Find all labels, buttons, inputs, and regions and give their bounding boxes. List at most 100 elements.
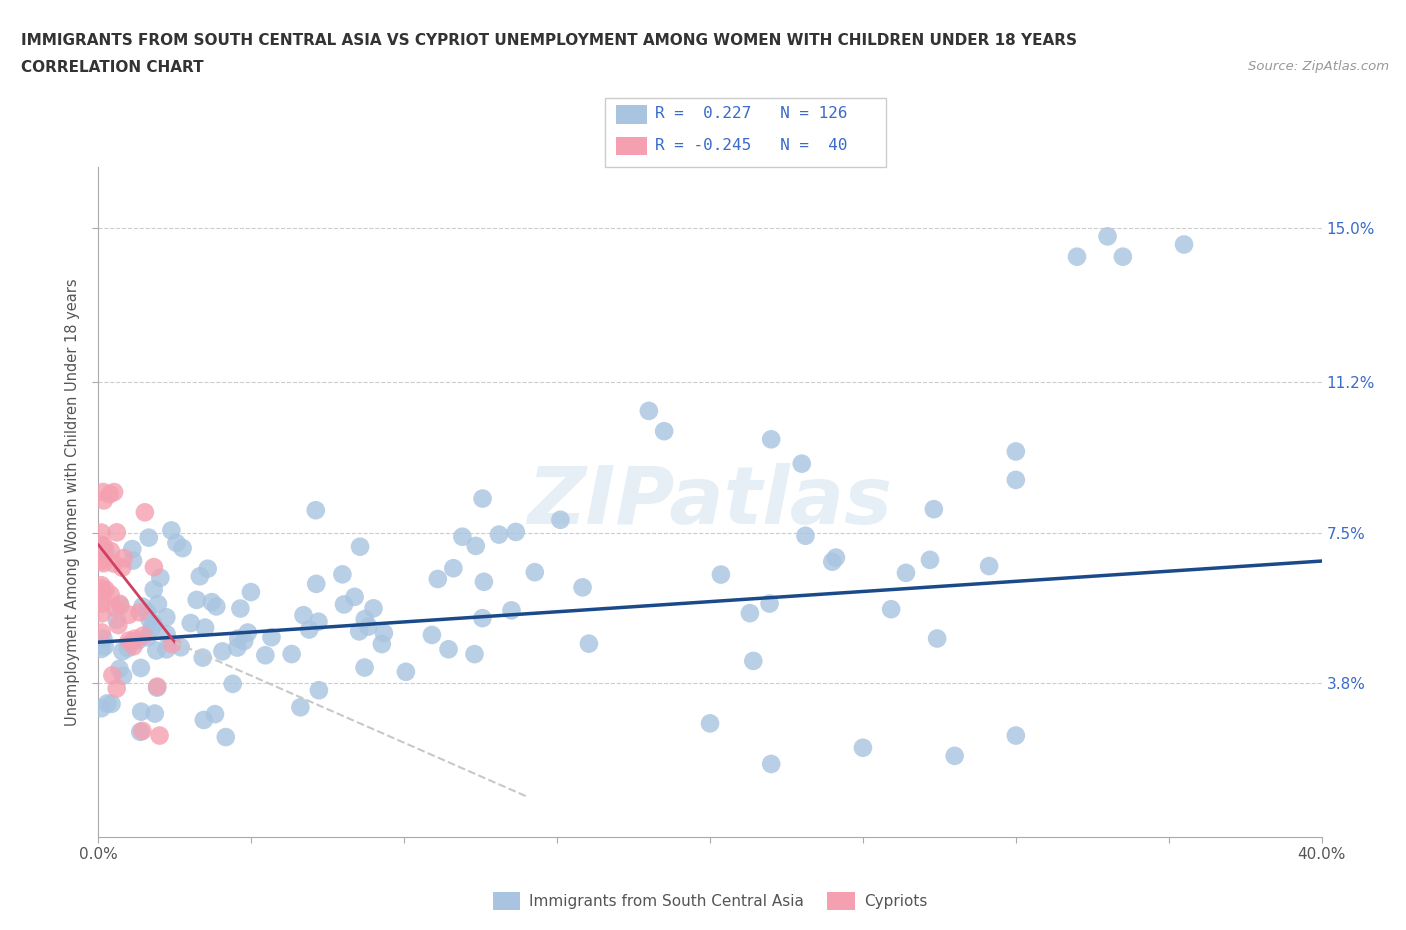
- Point: [96, 696, 118, 711]
- Point: [738, 605, 761, 620]
- Point: [188, 569, 211, 584]
- Point: [160, 637, 183, 652]
- Point: [363, 601, 385, 616]
- Point: [122, 553, 145, 568]
- Point: [1004, 472, 1026, 487]
- Point: [146, 597, 169, 612]
- Point: [298, 622, 321, 637]
- Point: [308, 683, 330, 698]
- Text: Source: ZipAtlas.com: Source: ZipAtlas.com: [1249, 60, 1389, 73]
- Point: [90, 625, 112, 640]
- Point: [111, 560, 134, 575]
- Point: [98, 486, 121, 501]
- Point: [142, 560, 165, 575]
- Point: [100, 587, 122, 602]
- Point: [149, 570, 172, 585]
- Point: [463, 646, 485, 661]
- Point: [122, 639, 145, 654]
- Point: [118, 607, 141, 622]
- Point: [100, 544, 122, 559]
- Point: [451, 529, 474, 544]
- Point: [132, 628, 155, 643]
- Point: [124, 631, 146, 646]
- Point: [488, 527, 510, 542]
- Point: [373, 626, 395, 641]
- Point: [93, 538, 115, 553]
- Point: [292, 608, 315, 623]
- Point: [111, 669, 134, 684]
- Point: [918, 552, 941, 567]
- Point: [922, 502, 945, 517]
- Point: [1097, 229, 1119, 244]
- Point: [211, 644, 233, 658]
- Point: [260, 630, 283, 644]
- Point: [110, 598, 132, 613]
- Point: [107, 618, 129, 632]
- Point: [134, 505, 156, 520]
- Point: [136, 630, 159, 644]
- Point: [852, 740, 875, 755]
- Point: [201, 594, 224, 609]
- Point: [90, 701, 112, 716]
- Point: [794, 528, 817, 543]
- Point: [186, 592, 208, 607]
- Point: [103, 485, 125, 499]
- Point: [239, 585, 262, 600]
- Point: [742, 654, 765, 669]
- Point: [290, 700, 312, 715]
- Point: [215, 730, 238, 745]
- Point: [471, 611, 494, 626]
- Point: [117, 641, 139, 656]
- Point: [90, 642, 112, 657]
- Point: [155, 627, 177, 642]
- Point: [894, 565, 917, 580]
- Point: [236, 625, 259, 640]
- Point: [222, 676, 245, 691]
- Point: [108, 661, 131, 676]
- Point: [138, 612, 160, 627]
- Point: [420, 628, 443, 643]
- Point: [101, 668, 124, 683]
- Point: [307, 614, 329, 629]
- Point: [280, 646, 302, 661]
- Point: [349, 539, 371, 554]
- Point: [395, 664, 418, 679]
- Point: [91, 485, 114, 499]
- Point: [1004, 444, 1026, 458]
- Point: [471, 491, 494, 506]
- Point: [758, 596, 780, 611]
- Point: [233, 633, 256, 648]
- Point: [1173, 237, 1195, 252]
- Point: [523, 565, 546, 579]
- Point: [226, 631, 249, 646]
- Point: [90, 538, 112, 552]
- Point: [821, 554, 844, 569]
- Point: [880, 602, 903, 617]
- Point: [204, 707, 226, 722]
- Point: [305, 577, 328, 591]
- Point: [145, 643, 167, 658]
- Point: [472, 575, 495, 590]
- Point: [138, 530, 160, 545]
- Point: [254, 648, 277, 663]
- Point: [91, 605, 114, 620]
- Point: [790, 457, 813, 472]
- Point: [578, 636, 600, 651]
- Point: [90, 525, 112, 540]
- Point: [501, 603, 523, 618]
- Point: [105, 681, 128, 696]
- Point: [357, 619, 380, 634]
- Point: [1066, 249, 1088, 264]
- Point: [172, 540, 194, 555]
- Text: R =  0.227   N = 126: R = 0.227 N = 126: [655, 106, 848, 121]
- Y-axis label: Unemployment Among Women with Children Under 18 years: Unemployment Among Women with Children U…: [65, 278, 80, 726]
- Point: [343, 590, 366, 604]
- Point: [90, 596, 112, 611]
- Point: [93, 639, 115, 654]
- Point: [979, 559, 1001, 574]
- Point: [129, 660, 152, 675]
- Point: [165, 536, 187, 551]
- Point: [759, 756, 782, 771]
- Point: [146, 679, 169, 694]
- Point: [141, 621, 163, 636]
